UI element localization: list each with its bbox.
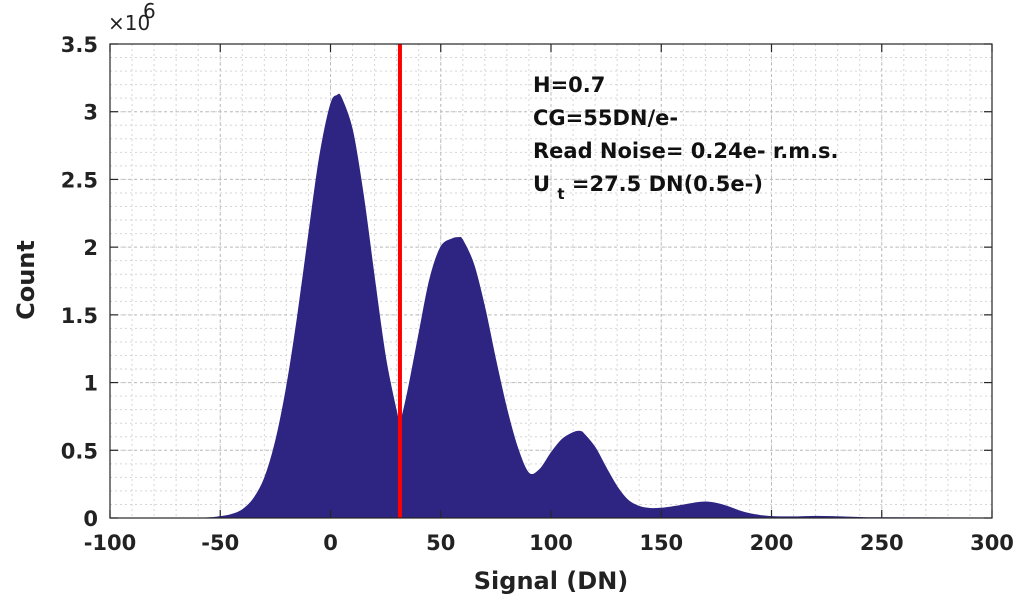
- x-tick-label: 50: [426, 531, 455, 555]
- histogram-area: [110, 93, 993, 519]
- x-tick-label: 200: [750, 531, 794, 555]
- x-axis-title: Signal (DN): [474, 567, 629, 595]
- annotation-cg: CG=55DN/e-: [533, 106, 678, 130]
- x-tick-label: -50: [201, 531, 239, 555]
- annotation-threshold: U t =27.5 DN(0.5e-): [533, 172, 763, 204]
- y-tick-label: 2.5: [61, 168, 98, 192]
- y-tick-label: 2: [83, 236, 98, 260]
- x-tick-label: 250: [860, 531, 904, 555]
- y-tick-label: 0: [83, 507, 98, 531]
- histogram-series: [110, 93, 993, 519]
- y-tick-label: 3.5: [61, 33, 98, 57]
- y-exponent-power: 6: [143, 0, 156, 23]
- annotation-threshold-sub: t: [557, 185, 564, 203]
- annotation-h: H=0.7: [533, 73, 605, 97]
- annotation-threshold-u: U: [533, 172, 550, 196]
- y-tick-label: 1.5: [61, 304, 98, 328]
- axes: [109, 43, 993, 519]
- x-tick-label: 150: [639, 531, 683, 555]
- x-tick-label: 300: [970, 531, 1014, 555]
- x-tick-label: 0: [323, 531, 338, 555]
- annotation-read-noise: Read Noise= 0.24e- r.m.s.: [533, 139, 839, 163]
- annotation-threshold-rest: =27.5 DN(0.5e-): [572, 172, 763, 196]
- y-tick-label: 1: [83, 372, 98, 396]
- x-tick-label: 100: [529, 531, 573, 555]
- x-tick-label: -100: [84, 531, 137, 555]
- y-tick-label: 0.5: [61, 439, 98, 463]
- y-exponent-prefix: ×10: [108, 11, 150, 35]
- y-axis-title: Count: [12, 240, 40, 320]
- y-tick-label: 3: [83, 101, 98, 125]
- tick-labels: -100 -50 0 50 100 150 200 250 300 0 0.5 1 1.5 2 2.5 3 3.…: [61, 33, 1014, 555]
- annotation-box: H=0.7 CG=55DN/e- Read Noise= 0.24e- r.m.…: [533, 73, 839, 204]
